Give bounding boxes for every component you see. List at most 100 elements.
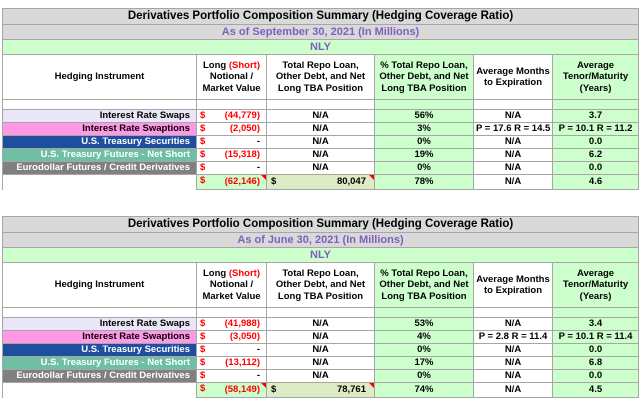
header-notional: Long (Short) Notional / Market Value xyxy=(196,262,267,308)
total-notional: $ (62,146) xyxy=(196,174,267,190)
table-row: Eurodollar Futures / Credit Derivatives … xyxy=(2,369,640,383)
tenor-value: 6.2 xyxy=(551,148,640,162)
repo-value: N/A xyxy=(266,161,375,175)
notional-value: $ (13,112) xyxy=(196,356,267,370)
entity-label: NLY xyxy=(1,247,640,263)
repo-value: N/A xyxy=(266,109,375,123)
total-months: N/A xyxy=(473,382,553,398)
tenor-value: 0.0 xyxy=(551,161,640,175)
instrument-name: U.S. Treasury Futures - Net Short xyxy=(2,148,197,162)
repo-value: N/A xyxy=(266,343,375,357)
notional-value: $ (15,318) xyxy=(196,148,267,162)
pct-value: 4% xyxy=(374,330,474,344)
total-pct: 74% xyxy=(374,382,474,398)
total-pct: 78% xyxy=(374,174,474,190)
notional-value: $ - xyxy=(196,135,267,149)
total-notional: $ (58,149) xyxy=(196,382,267,398)
notional-value: $ (41,988) xyxy=(196,317,267,331)
pct-value: 17% xyxy=(374,356,474,370)
table-row: Eurodollar Futures / Credit Derivatives … xyxy=(2,161,640,175)
instrument-name: U.S. Treasury Securities xyxy=(2,343,197,357)
header-notional: Long (Short) Notional / Market Value xyxy=(196,54,267,100)
notional-value: $ (44,779) xyxy=(196,109,267,123)
header-months: Average Months to Expiration xyxy=(473,54,553,100)
repo-value: N/A xyxy=(266,135,375,149)
instrument-name: Interest Rate Swaps xyxy=(2,317,197,331)
total-months: N/A xyxy=(473,174,553,190)
table-row: Interest Rate Swaptions $ (3,050) N/A 4% … xyxy=(2,330,640,344)
notional-value: $ (3,050) xyxy=(196,330,267,344)
months-value: N/A xyxy=(473,109,553,123)
pct-value: 0% xyxy=(374,161,474,175)
tenor-value: 6.8 xyxy=(551,356,640,370)
notional-value: $ (2,050) xyxy=(196,122,267,136)
months-value: P = 17.6 R = 14.5 xyxy=(473,122,553,136)
pct-value: 53% xyxy=(374,317,474,331)
pct-value: 0% xyxy=(374,369,474,383)
total-repo: $80,047 xyxy=(266,174,375,190)
table-row: U.S. Treasury Securities $ - N/A 0% N/A 0… xyxy=(2,343,640,357)
tenor-value: 3.4 xyxy=(551,317,640,331)
total-tenor: 4.5 xyxy=(551,382,640,398)
pct-value: 19% xyxy=(374,148,474,162)
tenor-value: 0.0 xyxy=(551,343,640,357)
total-tenor: 4.6 xyxy=(551,174,640,190)
total-repo: $78,761 xyxy=(266,382,375,398)
header-repo: Total Repo Loan, Other Debt, and Net Lon… xyxy=(266,262,375,308)
repo-value: N/A xyxy=(266,122,375,136)
months-value: N/A xyxy=(473,148,553,162)
instrument-name: Eurodollar Futures / Credit Derivatives xyxy=(2,161,197,175)
tenor-value: 0.0 xyxy=(551,135,640,149)
instrument-name: U.S. Treasury Futures - Net Short xyxy=(2,356,197,370)
tenor-value: P = 10.1 R = 11.2 xyxy=(551,122,640,136)
table-row: U.S. Treasury Futures - Net Short $ (15,3… xyxy=(2,148,640,162)
table-row: Interest Rate Swaps $ (44,779) N/A 56% N/… xyxy=(2,109,640,123)
header-instrument: Hedging Instrument xyxy=(2,54,197,100)
instrument-name: Interest Rate Swaptions xyxy=(2,122,197,136)
pct-value: 3% xyxy=(374,122,474,136)
instrument-name: U.S. Treasury Securities xyxy=(2,135,197,149)
header-months: Average Months to Expiration xyxy=(473,262,553,308)
table-row: U.S. Treasury Futures - Net Short $ (13,1… xyxy=(2,356,640,370)
table-row: Interest Rate Swaptions $ (2,050) N/A 3% … xyxy=(2,122,640,136)
tenor-value: 3.7 xyxy=(551,109,640,123)
total-row: $ (62,146) $80,047 78% N/A 4.6 xyxy=(2,174,640,190)
total-row: $ (58,149) $78,761 74% N/A 4.5 xyxy=(2,382,640,398)
instrument-name: Interest Rate Swaptions xyxy=(2,330,197,344)
months-value: P = 2.8 R = 11.4 xyxy=(473,330,553,344)
months-value: N/A xyxy=(473,343,553,357)
instrument-name: Eurodollar Futures / Credit Derivatives xyxy=(2,369,197,383)
months-value: N/A xyxy=(473,356,553,370)
entity-label: NLY xyxy=(1,39,640,55)
as-of-date: As of June 30, 2021 (In Millions) xyxy=(1,232,640,248)
table-row: U.S. Treasury Securities $ - N/A 0% N/A 0… xyxy=(2,135,640,149)
notional-value: $ - xyxy=(196,161,267,175)
notional-value: $ - xyxy=(196,343,267,357)
table-row: Interest Rate Swaps $ (41,988) N/A 53% N/… xyxy=(2,317,640,331)
repo-value: N/A xyxy=(266,148,375,162)
table-title: Derivatives Portfolio Composition Summar… xyxy=(1,216,640,233)
months-value: N/A xyxy=(473,317,553,331)
instrument-name: Interest Rate Swaps xyxy=(2,109,197,123)
tenor-value: P = 10.1 R = 11.4 xyxy=(551,330,640,344)
header-repo: Total Repo Loan, Other Debt, and Net Lon… xyxy=(266,54,375,100)
months-value: N/A xyxy=(473,369,553,383)
repo-value: N/A xyxy=(266,330,375,344)
pct-value: 0% xyxy=(374,135,474,149)
composition-table-jun-2021: Derivatives Portfolio Composition Summar… xyxy=(1,216,640,398)
as-of-date: As of September 30, 2021 (In Millions) xyxy=(1,24,640,40)
header-tenor: Average Tenor/Maturity (Years) xyxy=(551,262,640,308)
notional-value: $ - xyxy=(196,369,267,383)
repo-value: N/A xyxy=(266,369,375,383)
months-value: N/A xyxy=(473,161,553,175)
header-pct: % Total Repo Loan, Other Debt, and Net L… xyxy=(374,262,474,308)
composition-table-sep-2021: Derivatives Portfolio Composition Summar… xyxy=(1,8,640,190)
months-value: N/A xyxy=(473,135,553,149)
tenor-value: 0.0 xyxy=(551,369,640,383)
pct-value: 0% xyxy=(374,343,474,357)
header-pct: % Total Repo Loan, Other Debt, and Net L… xyxy=(374,54,474,100)
table-title: Derivatives Portfolio Composition Summar… xyxy=(1,8,640,25)
pct-value: 56% xyxy=(374,109,474,123)
repo-value: N/A xyxy=(266,356,375,370)
repo-value: N/A xyxy=(266,317,375,331)
